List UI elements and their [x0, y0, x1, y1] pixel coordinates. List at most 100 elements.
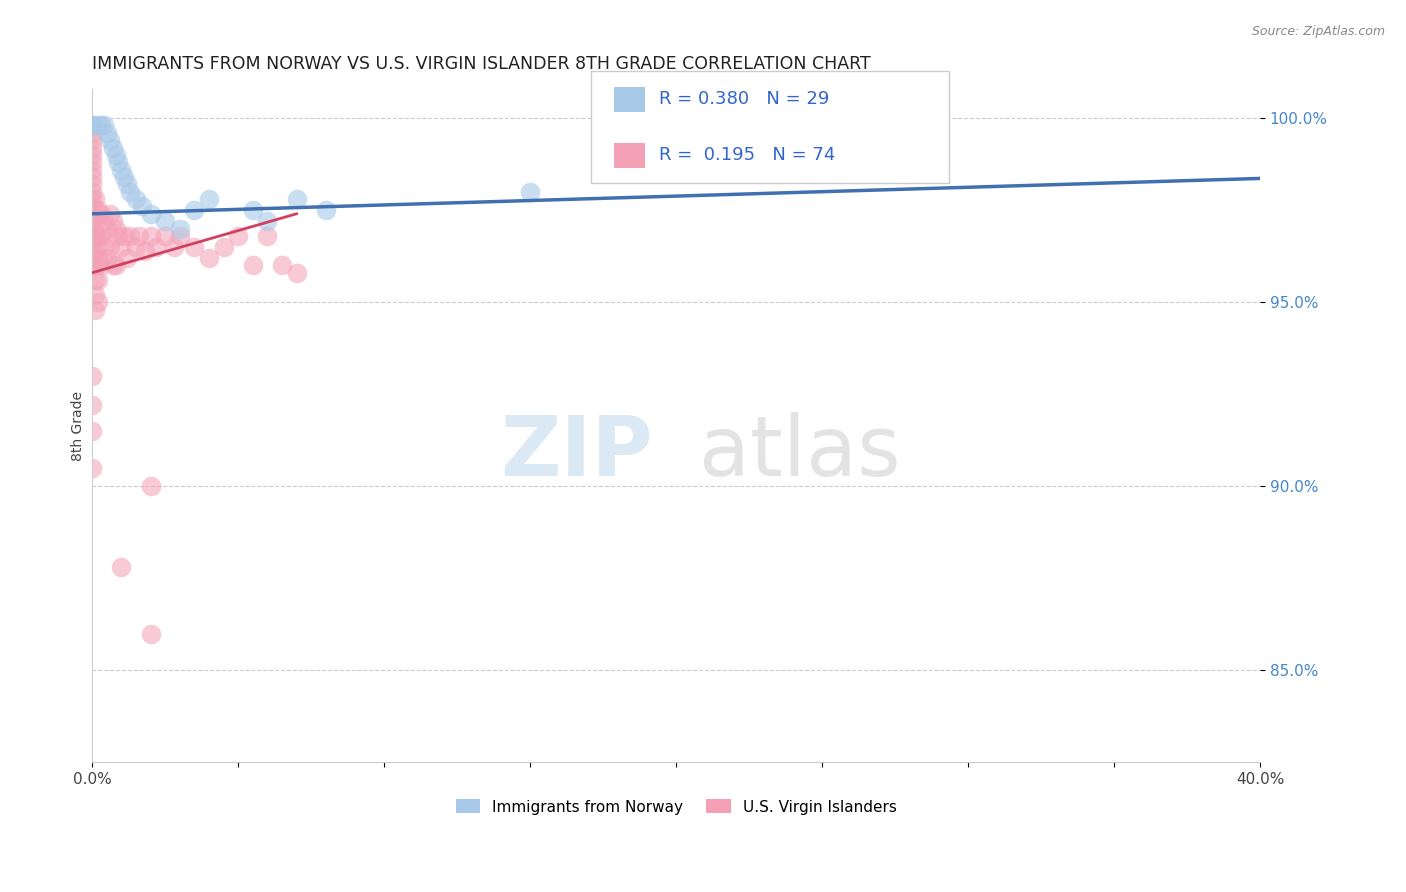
Point: [90, 207, 112, 221]
Point: [82, 162, 104, 177]
Point: [104, 221, 127, 235]
Point: [226, 228, 249, 243]
Point: [84, 192, 107, 206]
Point: [183, 203, 205, 218]
Point: [315, 203, 337, 218]
Point: [112, 228, 135, 243]
Point: [115, 251, 138, 265]
Point: [82, 199, 104, 213]
Point: [107, 228, 129, 243]
Point: [82, 424, 104, 438]
Point: [82, 192, 104, 206]
Point: [120, 228, 142, 243]
Point: [183, 240, 205, 254]
Point: [125, 240, 148, 254]
Text: R =  0.195   N = 74: R = 0.195 N = 74: [659, 146, 835, 164]
Text: Source: ZipAtlas.com: Source: ZipAtlas.com: [1251, 25, 1385, 38]
Point: [256, 228, 278, 243]
Point: [84, 228, 107, 243]
Point: [82, 221, 104, 235]
Point: [212, 240, 235, 254]
Point: [101, 214, 124, 228]
Legend: Immigrants from Norway, U.S. Virgin Islanders: Immigrants from Norway, U.S. Virgin Isla…: [449, 792, 904, 822]
Point: [82, 214, 104, 228]
Point: [87, 295, 110, 310]
Point: [87, 228, 110, 243]
Point: [84, 214, 107, 228]
Point: [93, 240, 115, 254]
Point: [93, 119, 115, 133]
Point: [82, 368, 104, 383]
Point: [87, 119, 110, 133]
Point: [82, 126, 104, 140]
Point: [82, 228, 104, 243]
Point: [101, 140, 124, 154]
Point: [198, 192, 221, 206]
Point: [107, 155, 129, 169]
Point: [115, 178, 138, 192]
Text: IMMIGRANTS FROM NORWAY VS U.S. VIRGIN ISLANDER 8TH GRADE CORRELATION CHART: IMMIGRANTS FROM NORWAY VS U.S. VIRGIN IS…: [93, 55, 870, 73]
Text: ZIP: ZIP: [501, 412, 652, 493]
Point: [198, 251, 221, 265]
Point: [82, 119, 104, 133]
Point: [285, 266, 308, 280]
Point: [87, 273, 110, 287]
Y-axis label: 8th Grade: 8th Grade: [72, 391, 86, 460]
Point: [145, 240, 167, 254]
Point: [128, 228, 150, 243]
Point: [98, 207, 121, 221]
Point: [139, 228, 162, 243]
Point: [82, 148, 104, 162]
Point: [82, 207, 104, 221]
Point: [110, 560, 132, 574]
Point: [90, 258, 112, 272]
Point: [82, 169, 104, 184]
Point: [82, 133, 104, 147]
Point: [82, 461, 104, 475]
Point: [163, 240, 186, 254]
Point: [82, 185, 104, 199]
Point: [256, 214, 278, 228]
Point: [110, 240, 132, 254]
Text: atlas: atlas: [699, 412, 901, 493]
Point: [125, 192, 148, 206]
Point: [110, 162, 132, 177]
Point: [139, 626, 162, 640]
Point: [169, 228, 191, 243]
Point: [285, 192, 308, 206]
Point: [519, 185, 541, 199]
Point: [82, 155, 104, 169]
Point: [87, 203, 110, 218]
Point: [120, 185, 142, 199]
Point: [169, 221, 191, 235]
Point: [104, 258, 127, 272]
Point: [98, 240, 121, 254]
Point: [82, 236, 104, 251]
Point: [153, 214, 176, 228]
Point: [84, 258, 107, 272]
Point: [82, 258, 104, 272]
Point: [96, 251, 118, 265]
Point: [242, 203, 264, 218]
Point: [98, 133, 121, 147]
Point: [84, 244, 107, 258]
Point: [90, 228, 112, 243]
Point: [82, 119, 104, 133]
Point: [139, 207, 162, 221]
Point: [782, 119, 804, 133]
Text: R = 0.380   N = 29: R = 0.380 N = 29: [659, 90, 830, 108]
Point: [84, 273, 107, 287]
Point: [82, 398, 104, 412]
Point: [93, 214, 115, 228]
Point: [153, 228, 176, 243]
Point: [96, 221, 118, 235]
Point: [104, 148, 127, 162]
Point: [82, 178, 104, 192]
Point: [82, 244, 104, 258]
Point: [90, 119, 112, 133]
Point: [271, 258, 294, 272]
Point: [131, 199, 153, 213]
Point: [84, 287, 107, 301]
Point: [112, 169, 135, 184]
Point: [242, 258, 264, 272]
